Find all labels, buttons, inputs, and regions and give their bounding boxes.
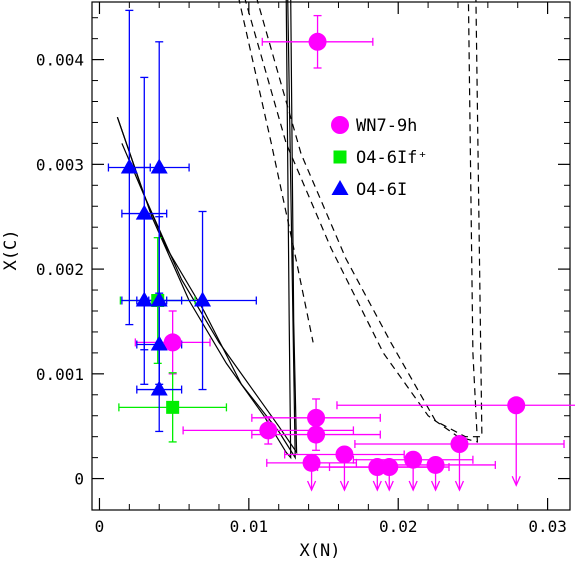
data-point-triangle: [150, 158, 168, 174]
data-point-circle: [302, 453, 321, 472]
data-point-circle: [404, 450, 423, 469]
upper-limit-arrow-head: [372, 480, 382, 492]
model-track-dashed: [238, 0, 314, 343]
x-tick-label: 0: [95, 517, 105, 536]
data-point-triangle: [150, 380, 168, 396]
model-track-dashed: [256, 0, 483, 438]
data-point-square: [166, 400, 180, 414]
data-point-triangle: [135, 204, 153, 220]
model-track-solid: [121, 0, 296, 460]
data-point-circle: [507, 396, 526, 415]
ticks-layer: 0 0.01 0.02 0.03 0 0.001 0.002 0.003 0.004: [36, 2, 570, 536]
legend-label: O4-6I: [356, 180, 407, 200]
tracks-layer: [116, 0, 483, 460]
x-axis-label: X(N): [300, 541, 341, 561]
y-tick-label: 0.004: [36, 51, 84, 70]
data-point-circle: [426, 455, 445, 474]
data-point-triangle: [135, 291, 153, 307]
y-axis-label: X(C): [1, 230, 21, 271]
data-point-circle: [450, 435, 469, 454]
model-track-dashed: [244, 0, 479, 443]
legend: WN7-9h O4-6If⁺ O4-6I: [331, 116, 428, 200]
data-point-circle: [259, 421, 278, 440]
data-point-circle: [307, 408, 326, 427]
upper-limit-arrow-head: [430, 480, 441, 492]
x-tick-label: 0.03: [528, 517, 567, 536]
y-tick-label: 0.002: [36, 260, 84, 279]
y-tick-label: 0: [74, 470, 84, 489]
x-tick-label: 0.02: [379, 517, 418, 536]
data-point-triangle: [194, 291, 212, 307]
data-point-circle: [380, 458, 399, 477]
legend-label: WN7-9h: [356, 116, 417, 136]
upper-limit-arrow-head: [339, 480, 350, 492]
y-tick-label: 0.001: [36, 365, 84, 384]
upper-limit-arrow-head: [454, 480, 465, 492]
legend-marker-square: [333, 150, 347, 164]
model-track-solid: [116, 0, 292, 460]
legend-label: O4-6If⁺: [356, 148, 428, 168]
data-point-circle: [307, 425, 326, 444]
data-point-triangle: [150, 291, 168, 307]
data-point-circle: [335, 445, 354, 464]
upper-limit-arrow-head: [384, 480, 394, 492]
legend-marker-triangle: [331, 180, 349, 195]
data-point-circle: [308, 32, 327, 51]
legend-marker-circle: [331, 116, 349, 134]
plot-frame: [91, 1, 571, 511]
y-tick-label: 0.003: [36, 155, 84, 174]
data-point-triangle: [150, 335, 168, 351]
upper-limit-arrow-head: [511, 475, 521, 487]
upper-limit-arrow-head: [306, 480, 317, 492]
data-point-triangle: [120, 158, 138, 174]
data-point-circle: [163, 333, 182, 352]
markers-layer: [120, 32, 526, 477]
x-tick-label: 0.01: [230, 517, 269, 536]
upper-limit-arrow-head: [408, 480, 418, 492]
